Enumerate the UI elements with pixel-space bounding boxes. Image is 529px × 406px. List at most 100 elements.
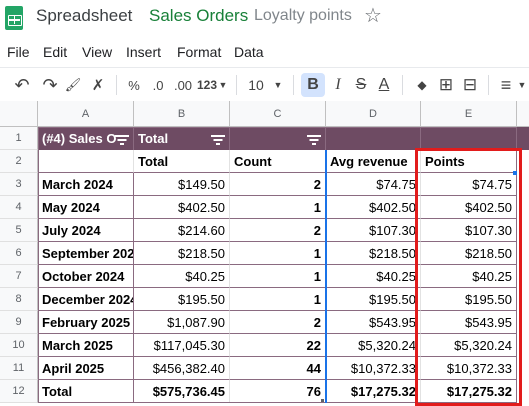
pivot-value-cell[interactable]: 1 [230,242,326,265]
pivot-header-cell[interactable]: Total [134,127,230,150]
pivot-row-label[interactable]: Total [38,380,134,403]
menu-edit[interactable]: Edit [43,44,68,60]
sheet-name[interactable]: Loyalty points [254,7,352,24]
pivot-value-cell[interactable]: $543.95 [421,311,517,334]
undo-icon[interactable]: ↶ [14,74,30,95]
column-header-d[interactable]: D [326,101,421,127]
paint-format-icon[interactable]: 🖌 [64,77,82,92]
pivot-value-cell[interactable]: $74.75 [421,173,517,196]
pivot-value-cell[interactable]: $5,320.24 [326,334,421,357]
pivot-value-cell[interactable]: $402.50 [421,196,517,219]
pivot-row-label[interactable]: July 2024 [38,219,134,242]
pivot-value-cell[interactable]: $40.25 [134,265,230,288]
pivot-value-cell[interactable]: $195.50 [134,288,230,311]
pivot-row-label[interactable]: May 2024 [38,196,134,219]
row-header[interactable]: 9 [0,311,38,334]
menu-format[interactable]: Format [177,44,222,60]
row-header[interactable]: 7 [0,265,38,288]
row-header[interactable]: 6 [0,242,38,265]
pivot-column-label[interactable]: Avg revenue [326,150,421,173]
pivot-value-cell[interactable]: $17,275.32 [326,380,421,403]
row-header[interactable]: 1 [0,127,38,150]
increase-decimal-button[interactable]: .00 [173,77,193,93]
pivot-value-cell[interactable]: $195.50 [421,288,517,311]
star-icon[interactable]: ☆ [364,5,382,27]
pivot-value-cell[interactable]: 1 [230,288,326,311]
pivot-header-cell[interactable] [230,127,326,150]
chevron-down-icon[interactable]: ▼ [218,80,228,90]
pivot-value-cell[interactable]: 76 [230,380,326,403]
bold-button[interactable]: B [301,73,325,97]
pivot-value-cell[interactable]: 1 [230,265,326,288]
filter-icon[interactable] [211,135,225,145]
select-all-corner[interactable] [0,101,38,127]
chevron-down-icon[interactable]: ▼ [273,80,283,90]
fill-handle[interactable] [513,171,517,175]
clear-formatting-icon[interactable]: ✗ [91,77,105,94]
pivot-value-cell[interactable]: $74.75 [326,173,421,196]
row-header[interactable]: 5 [0,219,38,242]
align-icon[interactable]: ≡ [500,74,512,95]
column-header-f[interactable] [517,101,529,127]
menu-data[interactable]: Data [234,44,264,60]
pivot-row-label[interactable]: March 2024 [38,173,134,196]
pivot-value-cell[interactable]: $117,045.30 [134,334,230,357]
pivot-value-cell[interactable]: $218.50 [134,242,230,265]
pivot-value-cell[interactable]: $5,320.24 [421,334,517,357]
pivot-header-cell[interactable] [421,127,517,150]
pivot-value-cell[interactable]: $10,372.33 [421,357,517,380]
number-format-button[interactable]: 123 [196,78,218,92]
percent-format-button[interactable]: % [128,77,140,93]
column-header-b[interactable]: B [134,101,230,127]
row-header[interactable]: 3 [0,173,38,196]
pivot-header-cell[interactable]: (#4) Sales O [38,127,134,150]
pivot-value-cell[interactable]: $107.30 [421,219,517,242]
pivot-row-label[interactable]: March 2025 [38,334,134,357]
filter-icon[interactable] [307,135,321,145]
row-header[interactable]: 4 [0,196,38,219]
fill-handle[interactable] [321,399,324,402]
pivot-value-cell[interactable]: $195.50 [326,288,421,311]
font-size-value[interactable]: 10 [248,77,264,93]
filter-icon[interactable] [115,135,129,145]
pivot-value-cell[interactable]: $149.50 [134,173,230,196]
pivot-row-label[interactable]: October 2024 [38,265,134,288]
pivot-value-cell[interactable]: $107.30 [326,219,421,242]
text-color-button[interactable]: A [378,76,390,93]
redo-icon[interactable]: ↷ [42,74,58,95]
pivot-value-cell[interactable]: $10,372.33 [326,357,421,380]
pivot-value-cell[interactable]: 2 [230,173,326,196]
row-header[interactable]: 12 [0,380,38,403]
pivot-value-cell[interactable]: $402.50 [326,196,421,219]
pivot-value-cell[interactable]: $575,736.45 [134,380,230,403]
pivot-row-label[interactable]: April 2025 [38,357,134,380]
pivot-value-cell[interactable]: $218.50 [326,242,421,265]
column-header-c[interactable]: C [230,101,326,127]
pivot-column-label[interactable]: Total [134,150,230,173]
pivot-value-cell[interactable]: 2 [230,219,326,242]
document-title[interactable]: Sales Orders [149,6,249,25]
column-header-e[interactable]: E [421,101,517,127]
column-header-a[interactable]: A [38,101,134,127]
pivot-value-cell[interactable]: 1 [230,196,326,219]
row-header[interactable]: 2 [0,150,38,173]
pivot-row-label[interactable]: December 2024 [38,288,134,311]
pivot-value-cell[interactable]: 22 [230,334,326,357]
pivot-value-cell[interactable]: $214.60 [134,219,230,242]
pivot-column-label[interactable]: Points [421,150,517,173]
pivot-value-cell[interactable]: $40.25 [421,265,517,288]
pivot-value-cell[interactable]: $402.50 [134,196,230,219]
decrease-decimal-button[interactable]: .0 [152,77,164,93]
pivot-value-cell[interactable]: $1,087.90 [134,311,230,334]
pivot-value-cell[interactable]: 2 [230,311,326,334]
chevron-down-icon[interactable]: ▼ [517,80,527,90]
pivot-column-label[interactable]: Count [230,150,326,173]
merge-cells-icon[interactable]: ⊟ [462,75,478,94]
menu-file[interactable]: File [7,44,30,60]
menu-insert[interactable]: Insert [126,44,162,60]
menu-view[interactable]: View [82,44,113,60]
pivot-value-cell[interactable]: $456,382.40 [134,357,230,380]
pivot-row-label[interactable]: September 2024 [38,242,134,265]
pivot-value-cell[interactable]: $218.50 [421,242,517,265]
fill-color-icon[interactable]: ◆ [417,78,427,92]
